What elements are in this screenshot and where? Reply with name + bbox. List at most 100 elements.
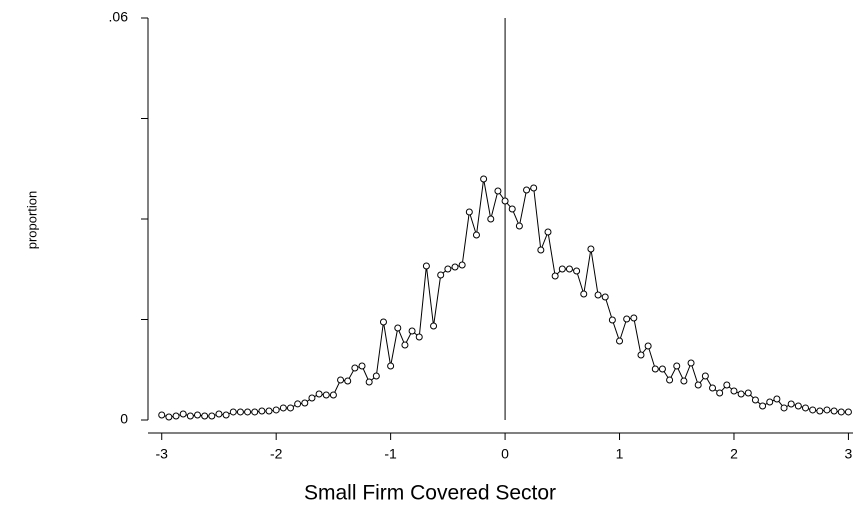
data-point: [794, 402, 802, 410]
data-point: [623, 315, 631, 323]
data-point: [165, 413, 173, 421]
x-tick-label: 1: [616, 446, 624, 462]
data-point: [208, 412, 216, 420]
data-point: [451, 263, 459, 271]
data-point: [279, 404, 287, 412]
data-point: [716, 389, 724, 397]
data-point: [830, 407, 838, 415]
data-point: [673, 362, 681, 370]
data-point: [172, 412, 180, 420]
data-point: [587, 245, 595, 253]
data-point: [408, 327, 416, 335]
data-point: [837, 408, 845, 416]
data-point: [265, 407, 273, 415]
data-point: [258, 407, 266, 415]
data-point: [709, 384, 717, 392]
data-point: [809, 406, 817, 414]
data-point: [787, 400, 795, 408]
data-point: [680, 377, 688, 385]
x-tick-label: 0: [501, 446, 509, 462]
data-point: [780, 404, 788, 412]
data-point: [344, 377, 352, 385]
data-point: [601, 293, 609, 301]
data-point: [201, 412, 209, 420]
data-point: [644, 342, 652, 350]
data-point: [487, 215, 495, 223]
data-point: [315, 390, 323, 398]
data-point: [294, 400, 302, 408]
data-point: [616, 337, 624, 345]
x-axis-label: Small Firm Covered Sector: [304, 482, 556, 505]
data-point: [701, 372, 709, 380]
data-point: [301, 399, 309, 407]
data-point: [773, 395, 781, 403]
y-tick-label: .06: [109, 9, 129, 25]
y-axis-label: proportion: [24, 191, 39, 250]
data-point: [272, 406, 280, 414]
data-point: [472, 231, 480, 239]
data-point: [694, 381, 702, 389]
data-point: [286, 404, 294, 412]
data-point: [594, 291, 602, 299]
data-point: [444, 265, 452, 273]
data-point: [523, 186, 531, 194]
data-point: [637, 351, 645, 359]
data-point: [544, 228, 552, 236]
data-point: [823, 406, 831, 414]
data-point: [494, 187, 502, 195]
data-point: [573, 267, 581, 275]
data-point: [751, 396, 759, 404]
data-point: [508, 205, 516, 213]
data-point: [372, 372, 380, 380]
data-point: [530, 184, 538, 192]
data-point: [730, 387, 738, 395]
data-point: [465, 208, 473, 216]
data-point: [480, 175, 488, 183]
data-point: [251, 408, 259, 416]
data-point: [329, 391, 337, 399]
data-point: [844, 408, 852, 416]
data-point: [515, 222, 523, 230]
data-point: [580, 290, 588, 298]
data-point: [658, 365, 666, 373]
y-tick-label: 0: [120, 411, 128, 427]
data-point: [501, 197, 509, 205]
data-point: [816, 407, 824, 415]
data-point: [422, 262, 430, 270]
data-point: [630, 314, 638, 322]
data-point: [687, 359, 695, 367]
data-point: [666, 376, 674, 384]
data-point: [608, 316, 616, 324]
data-point: [401, 341, 409, 349]
x-tick-label: -3: [156, 446, 169, 462]
data-point: [222, 411, 230, 419]
data-point: [244, 408, 252, 416]
data-point: [358, 362, 366, 370]
data-point: [179, 410, 187, 418]
data-point: [215, 410, 223, 418]
data-point: [437, 271, 445, 279]
data-point: [193, 411, 201, 419]
data-point: [387, 362, 395, 370]
data-point: [308, 394, 316, 402]
data-point: [537, 246, 545, 254]
x-tick-label: -2: [270, 446, 283, 462]
data-point: [737, 390, 745, 398]
data-point: [379, 318, 387, 326]
data-point: [337, 376, 345, 384]
data-point: [229, 408, 237, 416]
x-tick-label: -1: [384, 446, 397, 462]
data-point: [759, 402, 767, 410]
data-point: [365, 378, 373, 386]
data-point: [766, 398, 774, 406]
data-point: [723, 381, 731, 389]
data-point: [186, 412, 194, 420]
data-point: [351, 364, 359, 372]
data-point: [744, 389, 752, 397]
data-point: [394, 324, 402, 332]
data-point: [458, 261, 466, 269]
data-point: [236, 408, 244, 416]
data-point: [158, 411, 166, 419]
x-tick-label: 3: [845, 446, 853, 462]
data-point: [551, 272, 559, 280]
